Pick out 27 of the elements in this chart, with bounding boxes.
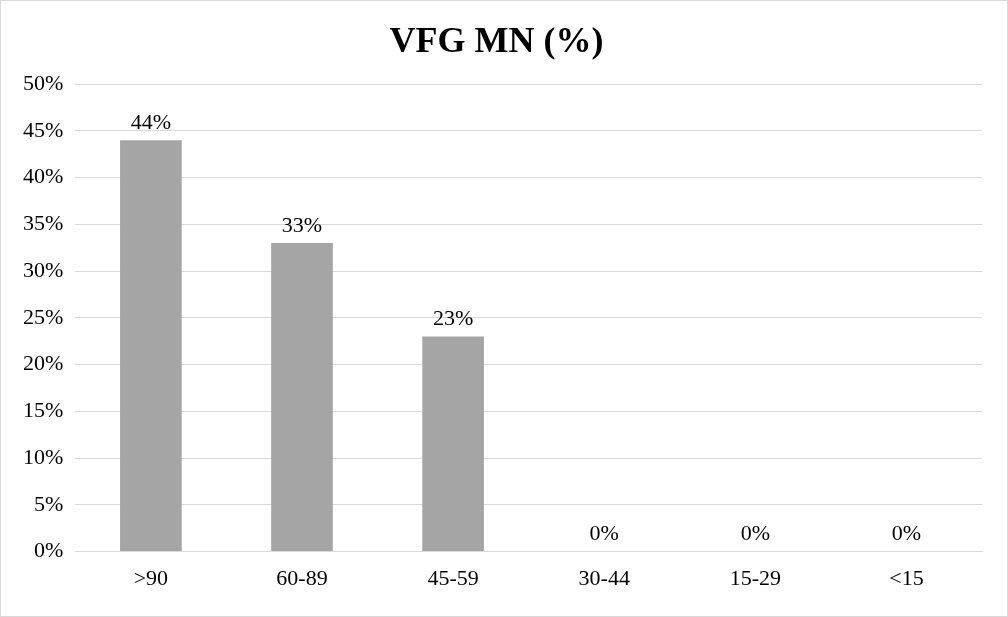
bar <box>422 336 484 552</box>
x-tick-label: 45-59 <box>427 564 479 590</box>
y-tick-label: 10% <box>23 443 64 469</box>
x-tick-label: >90 <box>133 564 169 590</box>
data-label: 0% <box>740 520 770 546</box>
y-tick-label: 20% <box>23 350 64 376</box>
y-tick-label: 40% <box>23 163 64 189</box>
data-label: 44% <box>130 109 172 135</box>
y-tick-label: 25% <box>23 303 64 329</box>
bar <box>120 140 182 552</box>
data-label: 0% <box>589 520 619 546</box>
y-tick-label: 45% <box>23 116 64 142</box>
chart-title: VFG MN (%) <box>389 19 604 60</box>
y-tick-label: 30% <box>23 256 64 282</box>
data-label: 23% <box>432 305 474 331</box>
x-tick-label: 15-29 <box>729 564 781 590</box>
y-tick-label: 35% <box>23 210 64 236</box>
y-tick-label: 0% <box>34 537 64 563</box>
bar <box>271 243 333 552</box>
x-tick-label: <15 <box>889 564 924 590</box>
data-label: 0% <box>891 520 922 546</box>
x-tick-label: 60-89 <box>276 564 328 590</box>
y-tick-label: 5% <box>34 490 64 516</box>
x-tick-label: 30-44 <box>578 564 630 590</box>
y-tick-label: 15% <box>23 397 64 423</box>
data-label: 33% <box>281 211 323 237</box>
y-tick-label: 50% <box>23 69 64 95</box>
